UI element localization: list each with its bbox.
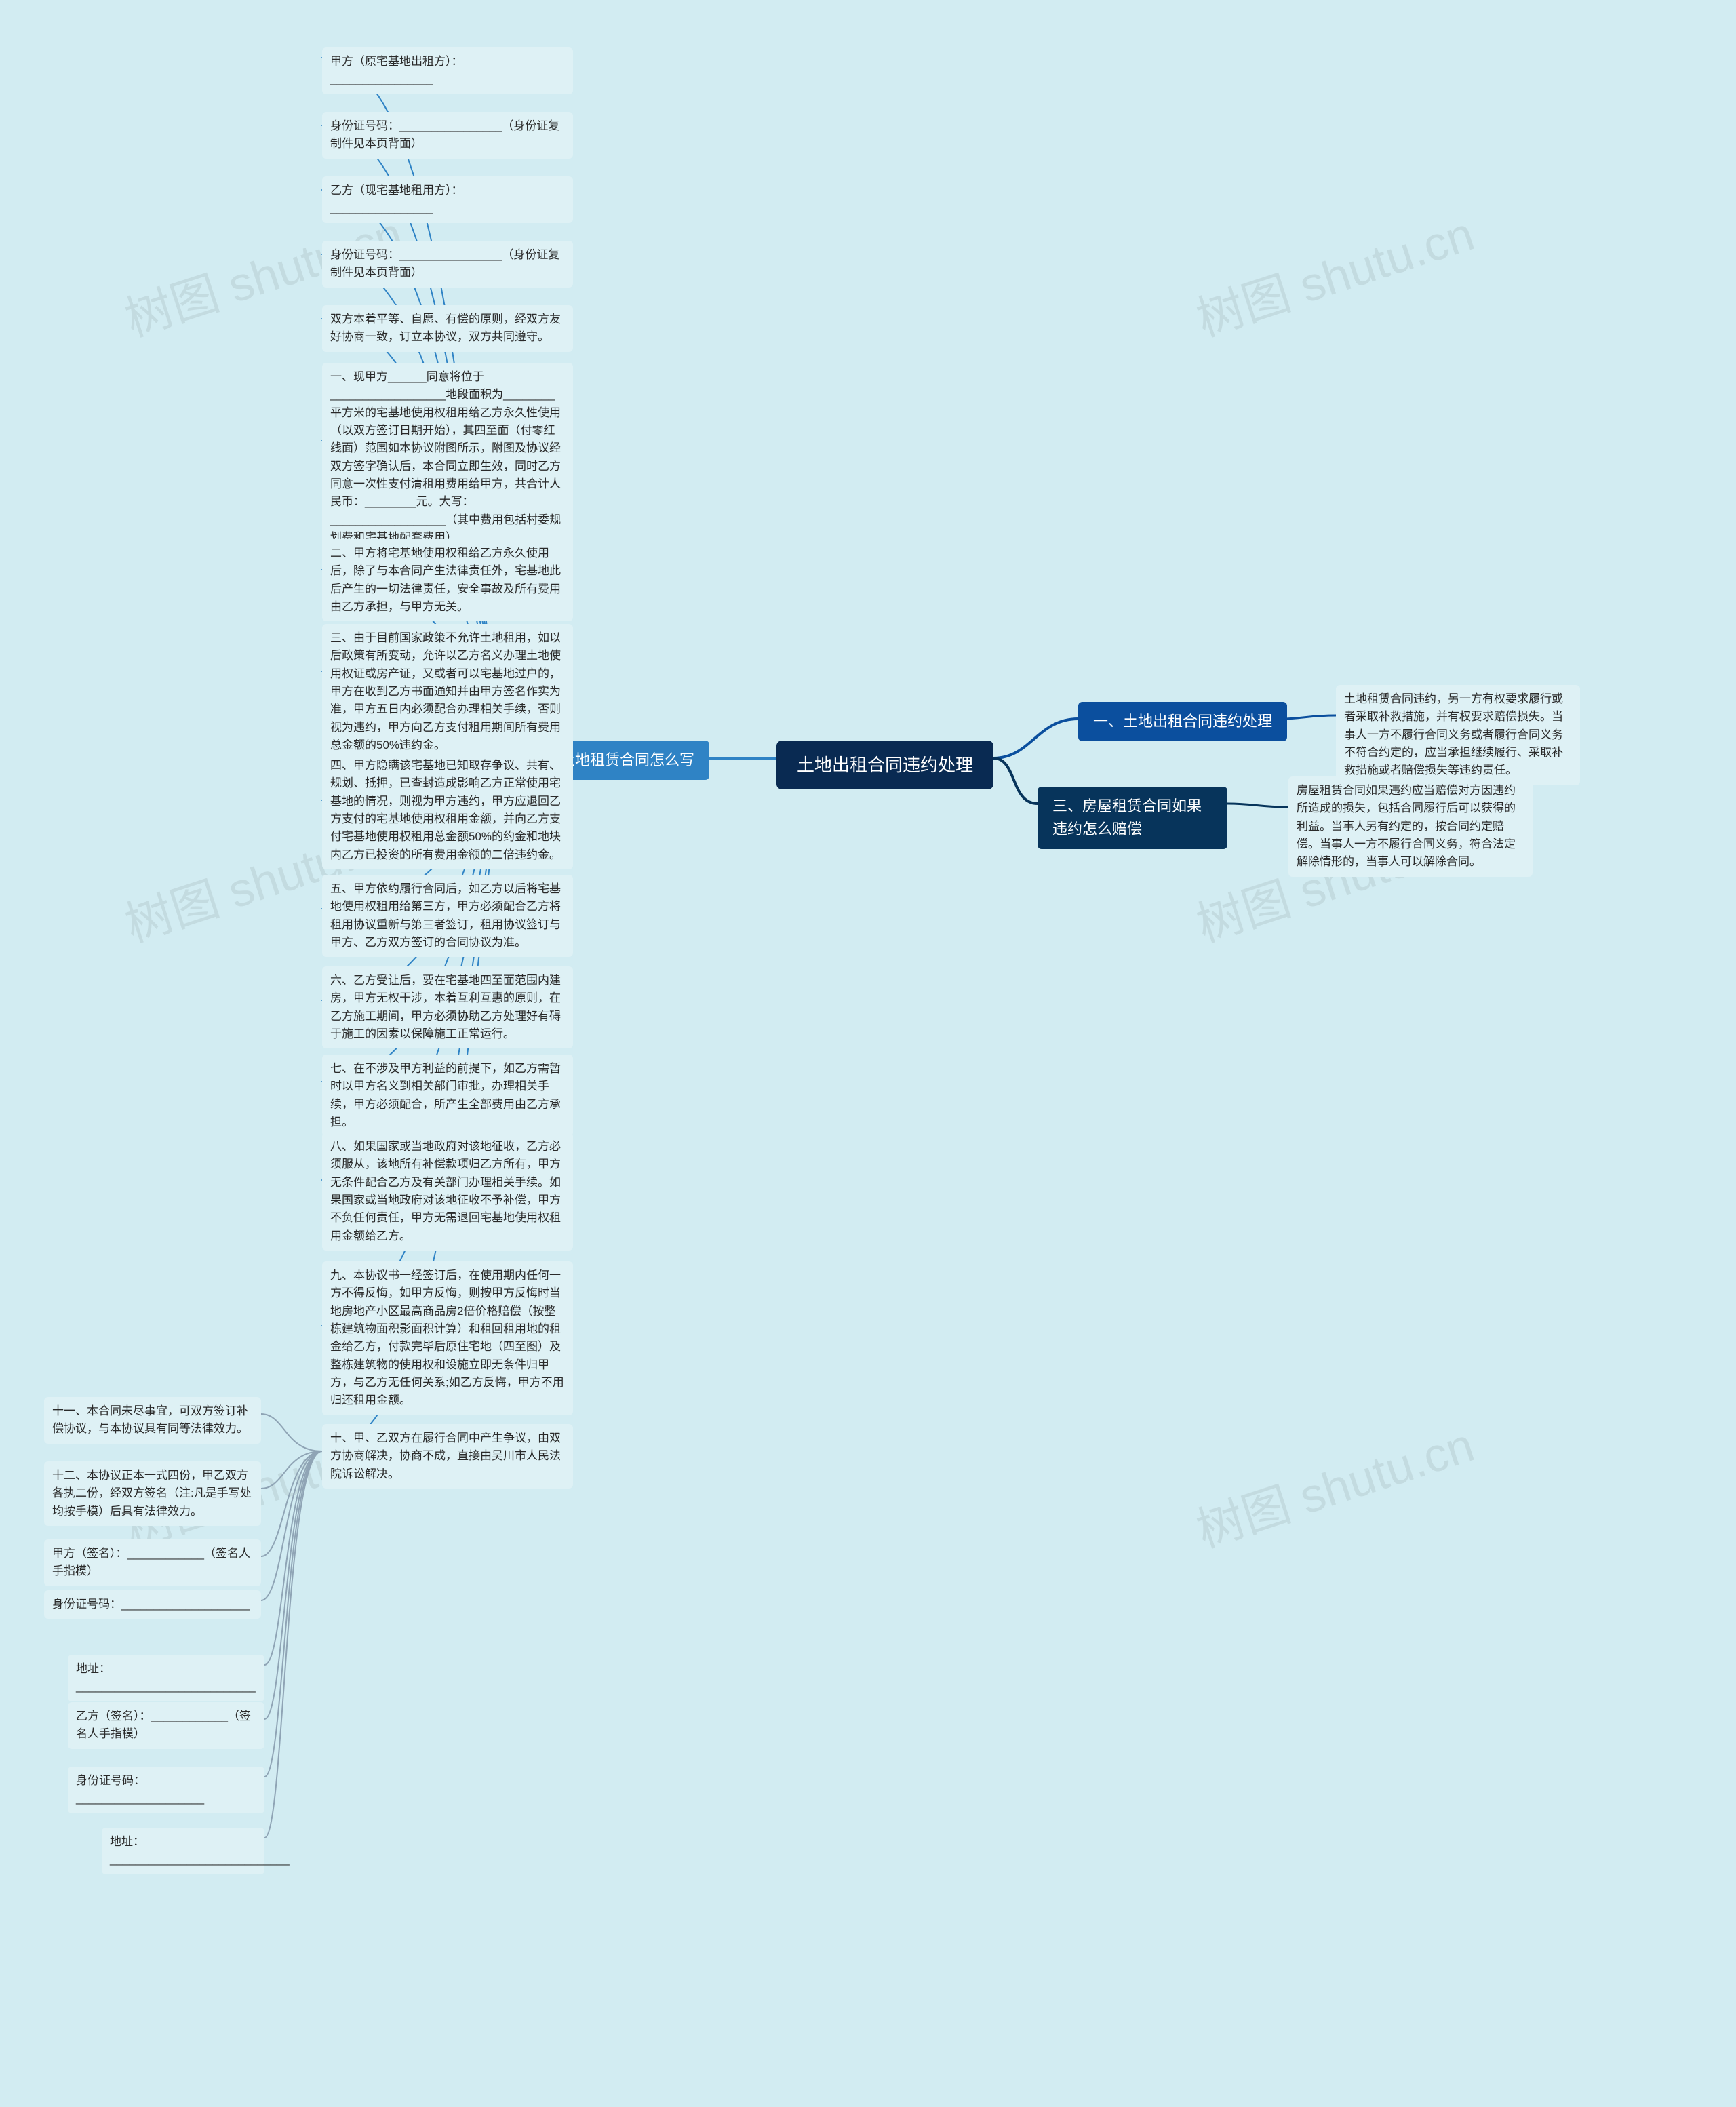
sub-leaf-7: 地址：____________________________ bbox=[102, 1828, 264, 1874]
branch-1[interactable]: 一、土地出租合同违约处理 bbox=[1078, 702, 1287, 741]
leaf-b2-10: 六、乙方受让后，要在宅基地四至面范围内建房，甲方无权干涉，本着互利互惠的原则，在… bbox=[322, 966, 573, 1048]
leaf-b2-3: 身份证号码：________________（身份证复制件见本页背面） bbox=[322, 241, 573, 288]
sub-leaf-3: 身份证号码：____________________ bbox=[44, 1590, 261, 1619]
sub-leaf-4: 地址：____________________________ bbox=[68, 1655, 264, 1701]
leaf-b2-8: 四、甲方隐瞒该宅基地已知取存争议、共有、规划、抵押，已查封造成影响乙方正常使用宅… bbox=[322, 751, 573, 869]
branch-3[interactable]: 三、房屋租赁合同如果违约怎么赔偿 bbox=[1038, 787, 1227, 849]
leaf-b2-4: 双方本着平等、自愿、有偿的原则，经双方友好协商一致，订立本协议，双方共同遵守。 bbox=[322, 305, 573, 352]
branch-3-leaf: 房屋租赁合同如果违约应当赔偿对方因违约所造成的损失，包括合同履行后可以获得的利益… bbox=[1288, 776, 1533, 877]
leaf-b2-11: 七、在不涉及甲方利益的前提下，如乙方需暂时以甲方名义到相关部门审批，办理相关手续… bbox=[322, 1055, 573, 1137]
watermark: 树图 shutu.cn bbox=[1187, 1407, 1482, 1561]
leaf-b2-9: 五、甲方依约履行合同后，如乙方以后将宅基地使用权租用给第三方，甲方必须配合乙方将… bbox=[322, 875, 573, 957]
leaf-b2-7: 三、由于目前国家政策不允许土地租用，如以后政策有所变动，允许以乙方名义办理土地使… bbox=[322, 624, 573, 760]
leaf-b2-2: 乙方（现宅基地租用方）：________________ bbox=[322, 176, 573, 223]
leaf-b2-5: 一、现甲方______同意将位于__________________地段面积为_… bbox=[322, 363, 573, 552]
root-node[interactable]: 土地出租合同违约处理 bbox=[776, 741, 993, 789]
leaf-b2-0: 甲方（原宅基地出租方）：________________ bbox=[322, 47, 573, 94]
leaf-b2-12: 八、如果国家或当地政府对该地征收，乙方必须服从，该地所有补偿款项归乙方所有，甲方… bbox=[322, 1133, 573, 1251]
sub-leaf-5: 乙方（签名）：____________（签名人手指模） bbox=[68, 1702, 264, 1749]
sub-node-10[interactable]: 十、甲、乙双方在履行合同中产生争议，由双方协商解决，协商不成，直接由吴川市人民法… bbox=[322, 1424, 573, 1489]
watermark: 树图 shutu.cn bbox=[1187, 196, 1482, 350]
sub-leaf-6: 身份证号码：____________________ bbox=[68, 1767, 264, 1813]
sub-leaf-0: 十一、本合同未尽事宜，可双方签订补偿协议，与本协议具有同等法律效力。 bbox=[44, 1397, 261, 1444]
leaf-b2-1: 身份证号码：________________（身份证复制件见本页背面） bbox=[322, 112, 573, 159]
branch-1-leaf: 土地租赁合同违约，另一方有权要求履行或者采取补救措施，并有权要求赔偿损失。当事人… bbox=[1336, 685, 1580, 785]
sub-leaf-1: 十二、本协议正本一式四份，甲乙双方各执二份，经双方签名（注:凡是手写处均按手模）… bbox=[44, 1461, 261, 1526]
sub-leaf-2: 甲方（签名）：____________（签名人手指模） bbox=[44, 1539, 261, 1586]
leaf-b2-13: 九、本协议书一经签订后，在使用期内任何一方不得反悔，如甲方反悔，则按甲方反悔时当… bbox=[322, 1261, 573, 1415]
leaf-b2-6: 二、甲方将宅基地使用权租给乙方永久使用后，除了与本合同产生法律责任外，宅基地此后… bbox=[322, 539, 573, 621]
